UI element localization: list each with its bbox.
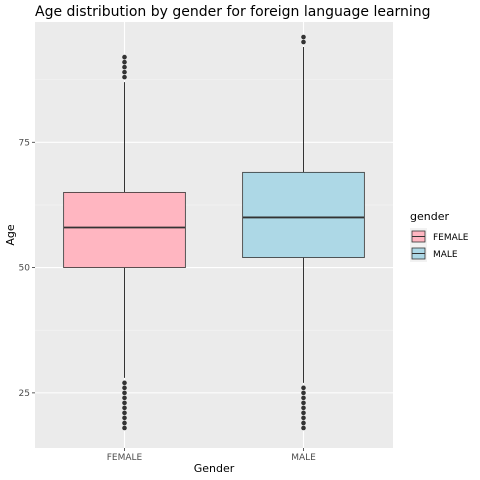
outlier-point (122, 381, 127, 386)
outlier-point (122, 55, 127, 60)
legend-label: FEMALE (433, 233, 469, 243)
outlier-point (301, 391, 306, 396)
chart-title: Age distribution by gender for foreign l… (35, 4, 431, 20)
legend-item-female: FEMALE (410, 228, 469, 245)
y-axis-title: Age (4, 224, 17, 246)
outlier-point (122, 391, 127, 396)
outlier-point (301, 386, 306, 391)
outlier-point (122, 426, 127, 431)
box-iqr (64, 192, 186, 267)
outlier-point (301, 40, 306, 45)
outlier-point (301, 406, 306, 411)
outlier-point (122, 416, 127, 421)
outlier-point (301, 416, 306, 421)
legend-label: MALE (433, 250, 458, 260)
outlier-point (122, 75, 127, 80)
outlier-point (122, 70, 127, 75)
outlier-point (122, 411, 127, 416)
legend-title: gender (410, 210, 449, 223)
outlier-point (301, 421, 306, 426)
outlier-point (301, 401, 306, 406)
outlier-point (301, 396, 306, 401)
x-tick-label: FEMALE (107, 453, 143, 463)
outlier-point (122, 421, 127, 426)
outlier-point (122, 60, 127, 65)
outlier-point (122, 65, 127, 70)
x-tick-label: MALE (291, 453, 316, 463)
outlier-point (122, 386, 127, 391)
outlier-point (122, 396, 127, 401)
outlier-point (122, 401, 127, 406)
outlier-point (301, 411, 306, 416)
y-tick-label: 75 (19, 138, 30, 148)
y-tick-label: 50 (19, 264, 31, 274)
outlier-point (122, 406, 127, 411)
outlier-point (301, 426, 306, 431)
legend-item-male: MALE (410, 245, 458, 262)
legend: gender FEMALE MALE (410, 210, 469, 262)
x-axis-title: Gender (194, 462, 235, 475)
y-tick-label: 25 (19, 389, 30, 399)
box-iqr (243, 172, 365, 257)
outlier-point (301, 35, 306, 40)
